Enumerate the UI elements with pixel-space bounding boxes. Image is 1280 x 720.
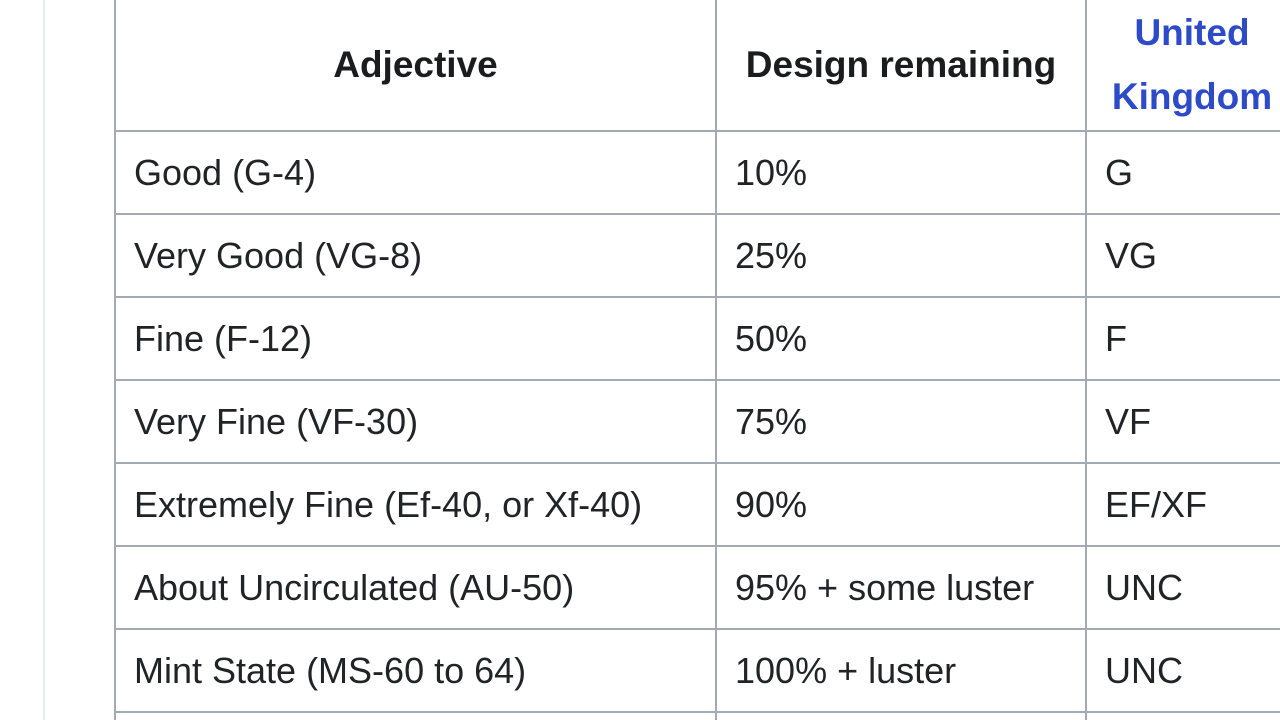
cell-united-kingdom: F [1085, 296, 1280, 381]
left-edge-divider [43, 0, 45, 720]
cell-design-remaining: 10% [715, 130, 1087, 215]
table-row: Very Fine (VF-30) 75% VF [114, 379, 1280, 464]
cell-adjective: Extremely Fine (Ef-40, or Xf-40) [114, 462, 717, 547]
table-row: Good (G-4) 10% G [114, 130, 1280, 215]
table-row: Extremely Fine (Ef-40, or Xf-40) 90% EF/… [114, 462, 1280, 547]
cell-united-kingdom: VF [1085, 379, 1280, 464]
table-row: Mint State (MS-60 to 64) 100% + luster U… [114, 628, 1280, 713]
header-united-kingdom: United Kingdom [1085, 0, 1280, 132]
cell-adjective: Mint State (MS-60 to 64) [114, 628, 717, 713]
cell-adjective: Fine (F-12) [114, 296, 717, 381]
cell-adjective: About Uncirculated (AU-50) [114, 545, 717, 630]
cell-united-kingdom: VG [1085, 213, 1280, 298]
cell-design-remaining: 25% [715, 213, 1087, 298]
header-design-remaining: Design remaining [715, 0, 1087, 132]
cell-united-kingdom-empty [1085, 711, 1280, 720]
cell-design-remaining: 50% [715, 296, 1087, 381]
cell-design-remaining-empty [715, 711, 1087, 720]
cell-adjective: Very Fine (VF-30) [114, 379, 717, 464]
cell-design-remaining: 95% + some luster [715, 545, 1087, 630]
coin-grading-table: Adjective Design remaining United Kingdo… [114, 0, 1280, 720]
cell-united-kingdom: G [1085, 130, 1280, 215]
cell-united-kingdom: UNC [1085, 545, 1280, 630]
cell-design-remaining: 75% [715, 379, 1087, 464]
header-adjective: Adjective [114, 0, 717, 132]
cell-design-remaining: 90% [715, 462, 1087, 547]
table-header-row: Adjective Design remaining United Kingdo… [114, 0, 1280, 132]
cell-design-remaining: 100% + luster [715, 628, 1087, 713]
table-row: Very Good (VG-8) 25% VG [114, 213, 1280, 298]
table-row-partial [114, 711, 1280, 720]
table-row: Fine (F-12) 50% F [114, 296, 1280, 381]
cell-adjective: Good (G-4) [114, 130, 717, 215]
cell-united-kingdom: EF/XF [1085, 462, 1280, 547]
cell-adjective-empty [114, 711, 717, 720]
table-row: About Uncirculated (AU-50) 95% + some lu… [114, 545, 1280, 630]
cell-adjective: Very Good (VG-8) [114, 213, 717, 298]
cell-united-kingdom: UNC [1085, 628, 1280, 713]
united-kingdom-link[interactable]: United Kingdom [1111, 12, 1273, 117]
